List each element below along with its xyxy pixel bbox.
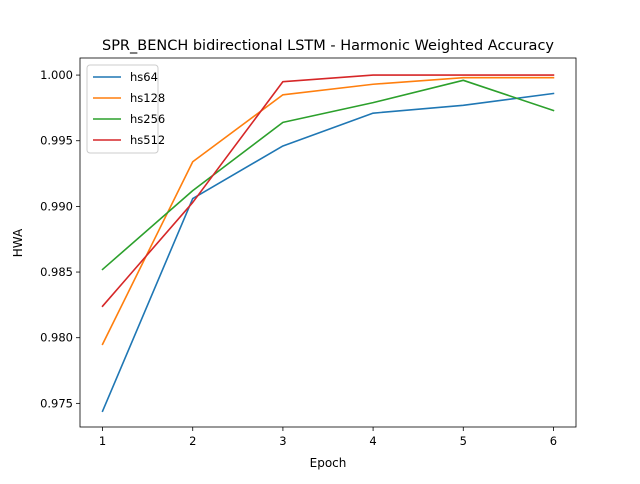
y-tick-label: 0.980 xyxy=(40,331,73,345)
y-tick-label: 0.985 xyxy=(40,265,73,279)
series-line-hs512 xyxy=(101,74,555,308)
legend-label-hs256: hs256 xyxy=(130,112,165,126)
x-tick-label: 1 xyxy=(99,434,106,448)
x-tick-label: 2 xyxy=(189,434,196,448)
y-tick-label: 0.975 xyxy=(40,396,73,410)
x-tick-label: 5 xyxy=(460,434,467,448)
axes: 1 2 3 4 5 6 0.975 0.980 0.985 0.990 0.995 1.000 xyxy=(40,57,577,448)
y-axis-label: HWA xyxy=(11,228,25,257)
x-tick-label: 6 xyxy=(550,434,557,448)
y-tick-label: 0.990 xyxy=(40,199,73,213)
plot-area-frame xyxy=(79,57,577,428)
series-line-hs64 xyxy=(101,92,555,413)
legend: hs64 hs128 hs256 hs512 xyxy=(86,64,165,154)
y-tick-label: 0.995 xyxy=(40,134,73,148)
x-tick-label: 3 xyxy=(279,434,286,448)
legend-box xyxy=(86,64,159,154)
chart-title: SPR_BENCH bidirectional LSTM - Harmonic … xyxy=(102,38,554,54)
legend-label-hs512: hs512 xyxy=(130,133,165,147)
x-axis-label: Epoch xyxy=(310,456,347,470)
legend-label-hs64: hs64 xyxy=(130,70,158,84)
legend-label-hs128: hs128 xyxy=(130,91,165,105)
series-line-hs256 xyxy=(101,79,555,271)
x-tick-label: 4 xyxy=(369,434,376,448)
y-tick-label: 1.000 xyxy=(40,68,73,82)
series-line-hs128 xyxy=(101,76,555,346)
series-lines xyxy=(101,74,555,413)
